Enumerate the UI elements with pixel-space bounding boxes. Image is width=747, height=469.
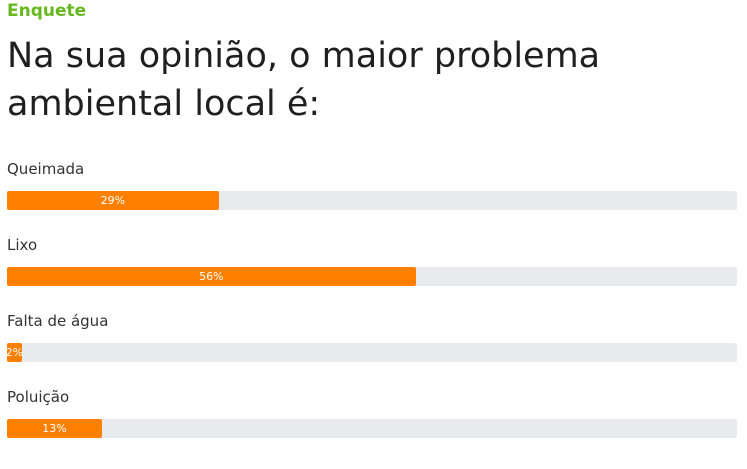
poll-option: Lixo 56% xyxy=(7,236,737,296)
kicker: Enquete xyxy=(7,1,87,21)
option-label: Falta de água xyxy=(7,312,109,330)
poll-option: Falta de água 2% xyxy=(6,312,737,372)
option-label: Poluição xyxy=(7,388,70,406)
bar-track: 56% xyxy=(7,267,737,286)
option-label: Lixo xyxy=(7,236,38,254)
bar-track: 29% xyxy=(7,191,737,210)
bar xyxy=(7,191,219,210)
poll-option: Poluição 13% xyxy=(7,388,737,448)
poll-option: Queimada 29% xyxy=(7,160,737,220)
bar-track: 13% xyxy=(7,419,737,438)
bar xyxy=(7,343,22,362)
bar xyxy=(7,267,416,286)
bar xyxy=(7,419,102,438)
value-label: 13% xyxy=(42,422,67,435)
question: Na sua opinião, o maior problema ambient… xyxy=(7,36,601,124)
option-label: Queimada xyxy=(7,160,85,178)
bar-track: 2% xyxy=(6,343,737,362)
value-label: 29% xyxy=(100,194,126,207)
value-label: 56% xyxy=(199,270,224,283)
value-label: 2% xyxy=(5,346,24,359)
